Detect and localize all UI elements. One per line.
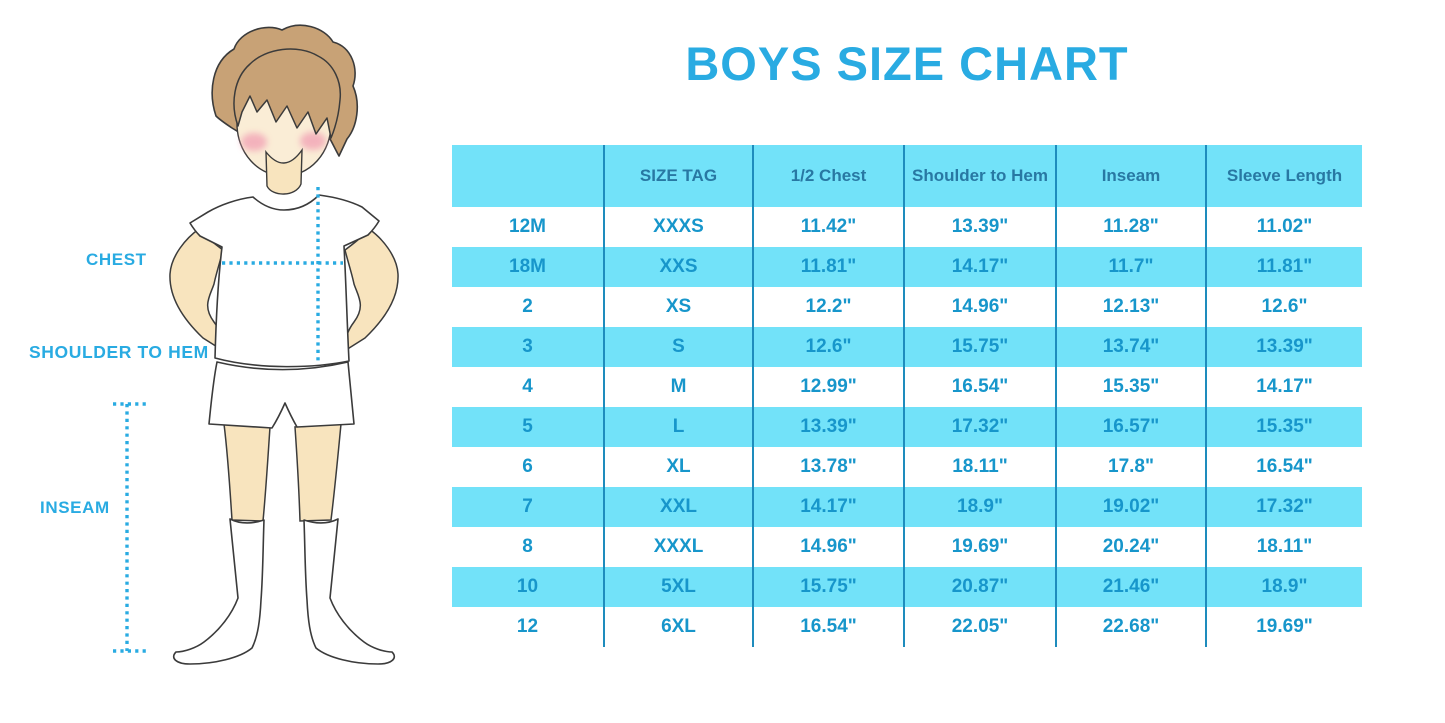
size-cell: 2 (452, 287, 603, 327)
shoulder-to-hem-label: SHOULDER TO HEM (29, 342, 209, 362)
column-header-size-tag: SIZE TAG (603, 145, 752, 207)
value-cell: 14.17" (752, 487, 903, 527)
boy-right-sock (303, 518, 396, 665)
value-cell: 22.68" (1055, 607, 1205, 647)
boy-shirt (189, 194, 380, 368)
value-cell: S (603, 327, 752, 367)
value-cell: 13.74" (1055, 327, 1205, 367)
value-cell: XL (603, 447, 752, 487)
size-cell: 8 (452, 527, 603, 567)
value-cell: XXS (603, 247, 752, 287)
boy-left-sock (172, 518, 265, 665)
value-cell: 22.05" (903, 607, 1055, 647)
value-cell: 11.7" (1055, 247, 1205, 287)
boy-shorts (208, 361, 355, 429)
boy-right-leg (294, 423, 342, 522)
value-cell: M (603, 367, 752, 407)
value-cell: 11.02" (1205, 207, 1362, 247)
value-cell: 16.54" (903, 367, 1055, 407)
value-cell: XXXS (603, 207, 752, 247)
value-cell: 20.87" (903, 567, 1055, 607)
size-chart-table: SIZE TAG 1/2 Chest Shoulder to Hem Inseam Sl… (452, 145, 1362, 647)
chest-label: CHEST (86, 250, 147, 269)
value-cell: 11.28" (1055, 207, 1205, 247)
value-cell: 5XL (603, 567, 752, 607)
value-cell: 18.9" (903, 487, 1055, 527)
value-cell: XXL (603, 487, 752, 527)
column-header-inseam: Inseam (1055, 145, 1205, 207)
column-header-shoulder-to-hem: Shoulder to Hem (903, 145, 1055, 207)
value-cell: XS (603, 287, 752, 327)
value-cell: 14.17" (1205, 367, 1362, 407)
value-cell: 14.96" (752, 527, 903, 567)
size-cell: 3 (452, 327, 603, 367)
size-cell: 12M (452, 207, 603, 247)
value-cell: 16.54" (752, 607, 903, 647)
blush-right (300, 132, 326, 150)
page-title: BOYS SIZE CHART (685, 37, 1129, 90)
value-cell: 11.81" (1205, 247, 1362, 287)
value-cell: 13.39" (1205, 327, 1362, 367)
value-cell: 18.11" (903, 447, 1055, 487)
size-cell: 18M (452, 247, 603, 287)
value-cell: 14.96" (903, 287, 1055, 327)
boy-neck (265, 147, 303, 195)
size-cell: 4 (452, 367, 603, 407)
boy-hair-fringe (233, 48, 342, 139)
value-cell: 18.11" (1205, 527, 1362, 567)
value-cell: 15.35" (1055, 367, 1205, 407)
inseam-label: INSEAM (40, 498, 110, 517)
boy-right-arm (344, 228, 399, 351)
value-cell: 13.39" (752, 407, 903, 447)
column-header-sleeve-length: Sleeve Length (1205, 145, 1362, 207)
column-header-blank (452, 145, 603, 207)
value-cell: 19.69" (903, 527, 1055, 567)
value-cell: 17.32" (1205, 487, 1362, 527)
value-cell: 18.9" (1205, 567, 1362, 607)
value-cell: 11.42" (752, 207, 903, 247)
value-cell: 13.78" (752, 447, 903, 487)
value-cell: 12.99" (752, 367, 903, 407)
value-cell: 12.6" (1205, 287, 1362, 327)
value-cell: 15.75" (752, 567, 903, 607)
value-cell: 15.75" (903, 327, 1055, 367)
boy-left-arm (169, 228, 224, 351)
value-cell: 12.2" (752, 287, 903, 327)
value-cell: 6XL (603, 607, 752, 647)
value-cell: XXXL (603, 527, 752, 567)
value-cell: 19.69" (1205, 607, 1362, 647)
value-cell: 12.6" (752, 327, 903, 367)
value-cell: 12.13" (1055, 287, 1205, 327)
value-cell: 17.8" (1055, 447, 1205, 487)
value-cell: 20.24" (1055, 527, 1205, 567)
value-cell: 16.57" (1055, 407, 1205, 447)
value-cell: 14.17" (903, 247, 1055, 287)
value-cell: 17.32" (903, 407, 1055, 447)
boy-left-leg (223, 423, 271, 522)
boy-measurement-illustration (113, 24, 399, 665)
column-header-1-2-chest: 1/2 Chest (752, 145, 903, 207)
value-cell: 21.46" (1055, 567, 1205, 607)
size-cell: 7 (452, 487, 603, 527)
blush-left (241, 133, 267, 151)
value-cell: 15.35" (1205, 407, 1362, 447)
value-cell: 13.39" (903, 207, 1055, 247)
value-cell: L (603, 407, 752, 447)
value-cell: 16.54" (1205, 447, 1362, 487)
size-cell: 12 (452, 607, 603, 647)
size-cell: 5 (452, 407, 603, 447)
value-cell: 11.81" (752, 247, 903, 287)
size-cell: 10 (452, 567, 603, 607)
value-cell: 19.02" (1055, 487, 1205, 527)
size-cell: 6 (452, 447, 603, 487)
